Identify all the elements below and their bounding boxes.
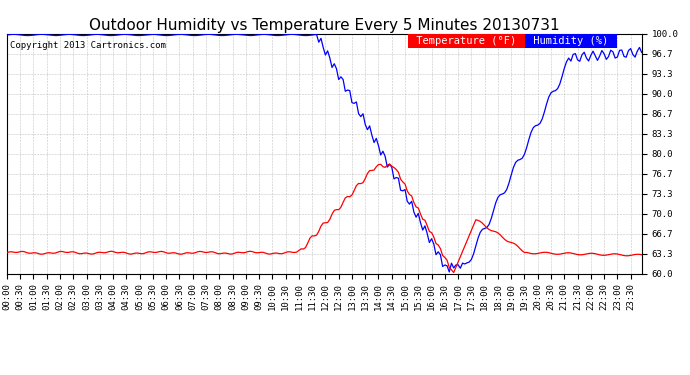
Title: Outdoor Humidity vs Temperature Every 5 Minutes 20130731: Outdoor Humidity vs Temperature Every 5 …	[89, 18, 560, 33]
Text: Copyright 2013 Cartronics.com: Copyright 2013 Cartronics.com	[10, 41, 166, 50]
Text: Humidity (%): Humidity (%)	[527, 36, 615, 46]
Text: Temperature (°F): Temperature (°F)	[410, 36, 522, 46]
